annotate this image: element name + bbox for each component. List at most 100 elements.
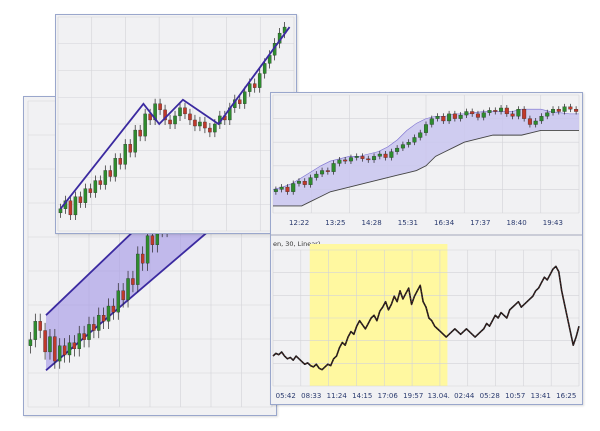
candle-body: [539, 116, 544, 122]
candle-body: [213, 123, 217, 133]
x-tick-label: 15:31: [398, 219, 418, 227]
x-tick-label: 02:44: [454, 392, 475, 400]
candle-body: [273, 189, 278, 192]
x-tick-label: 13:25: [325, 219, 345, 227]
candle-body: [510, 113, 515, 117]
x-tick-label: 05:42: [276, 392, 296, 400]
candle-body: [348, 157, 353, 162]
candle-body: [67, 342, 72, 356]
x-tick-label: 17:37: [470, 219, 490, 227]
candle-body: [168, 119, 172, 125]
candle-body: [452, 113, 457, 119]
candle-body: [121, 290, 125, 301]
candle-body: [198, 121, 202, 127]
candle-body: [148, 113, 152, 121]
x-tick-label: 19:43: [543, 219, 563, 227]
candle-body: [163, 109, 167, 121]
candle-body: [296, 180, 301, 184]
candle-body: [140, 253, 145, 264]
x-tick-label: 11:24: [327, 392, 348, 400]
candle-body: [424, 124, 428, 133]
candle-body: [285, 186, 290, 192]
candle-body: [98, 180, 103, 185]
x-tick-label: 13:41: [531, 392, 551, 400]
candle-body: [126, 278, 130, 301]
candle-body: [97, 315, 101, 331]
candle-body: [395, 147, 400, 152]
candle-body: [262, 63, 267, 74]
x-tick-label: 17:06: [378, 392, 399, 400]
cloud-upper-line: [272, 108, 579, 190]
candle-body: [337, 159, 342, 164]
x-tick-label: 16:25: [556, 392, 576, 400]
candle-body: [92, 324, 96, 331]
candle-body: [406, 142, 411, 145]
candle-body: [118, 158, 122, 165]
x-tick-label: 14:28: [362, 219, 382, 227]
candle-body: [58, 208, 63, 214]
x-tick-label: 19:57: [403, 392, 423, 400]
candle-body: [111, 305, 116, 313]
candle-body: [325, 170, 330, 172]
x-tick-label: 08:33: [301, 392, 321, 400]
cloud-and-intraday-panel[interactable]: 12:22 13:25 14:28 15:31 16:34 17:37 18:40 19:43…: [270, 92, 583, 405]
candle-body: [82, 333, 86, 340]
candle-body: [389, 151, 394, 158]
candle-body: [48, 336, 52, 353]
x-tick-label: 16:34: [434, 219, 455, 227]
candle-body: [208, 127, 212, 133]
candle-body: [252, 83, 257, 88]
x-tick-label: 12:22: [289, 219, 309, 227]
candle-body: [138, 129, 142, 137]
candle-body: [136, 253, 140, 285]
candle-body: [499, 107, 504, 112]
candle-body: [366, 158, 371, 161]
candle-body: [178, 107, 182, 117]
candle-body: [133, 129, 137, 153]
candle-body: [360, 156, 365, 159]
chart-title: en, 30, Linear): [273, 240, 320, 248]
candle-body: [62, 345, 67, 356]
candle-body: [291, 183, 296, 192]
candle-body: [28, 339, 33, 346]
candle-body: [522, 109, 527, 119]
candle-body: [106, 305, 111, 322]
candle-body: [257, 73, 262, 88]
candle-body: [475, 113, 480, 118]
zigzag-chart-panel[interactable]: [55, 14, 297, 234]
candle-body: [53, 336, 57, 362]
candle-body: [93, 180, 98, 193]
candle-body: [108, 170, 113, 177]
candle-body: [504, 107, 509, 115]
candle-body: [78, 196, 83, 203]
candle-body: [464, 111, 469, 116]
candle-body: [568, 106, 573, 110]
x-tick-label: 14:15: [352, 392, 372, 400]
candle-body: [83, 188, 88, 203]
candle-body: [38, 321, 42, 331]
candle-body: [145, 235, 150, 264]
cloud-lower-line: [273, 129, 579, 207]
candle-body: [320, 170, 325, 175]
candle-body: [58, 345, 62, 362]
candle-body: [188, 113, 192, 121]
x-tick-label: 05:28: [480, 392, 500, 400]
candle-body: [72, 342, 77, 350]
candle-body: [193, 119, 197, 127]
candle-body: [131, 278, 135, 285]
candle-body: [73, 196, 78, 216]
candle-body: [435, 116, 440, 119]
candle-body: [343, 159, 348, 162]
candle-body: [128, 144, 132, 153]
candle-body: [116, 290, 120, 313]
candle-body: [238, 99, 242, 104]
candle-body: [429, 118, 434, 125]
candle-body: [314, 173, 319, 178]
candle-body: [302, 180, 307, 185]
candle-body: [203, 121, 207, 129]
candle-body: [556, 109, 561, 112]
candle-body: [101, 315, 106, 322]
candle-body: [458, 114, 463, 119]
zigzag-line: [59, 26, 291, 210]
candle-body: [68, 200, 73, 216]
